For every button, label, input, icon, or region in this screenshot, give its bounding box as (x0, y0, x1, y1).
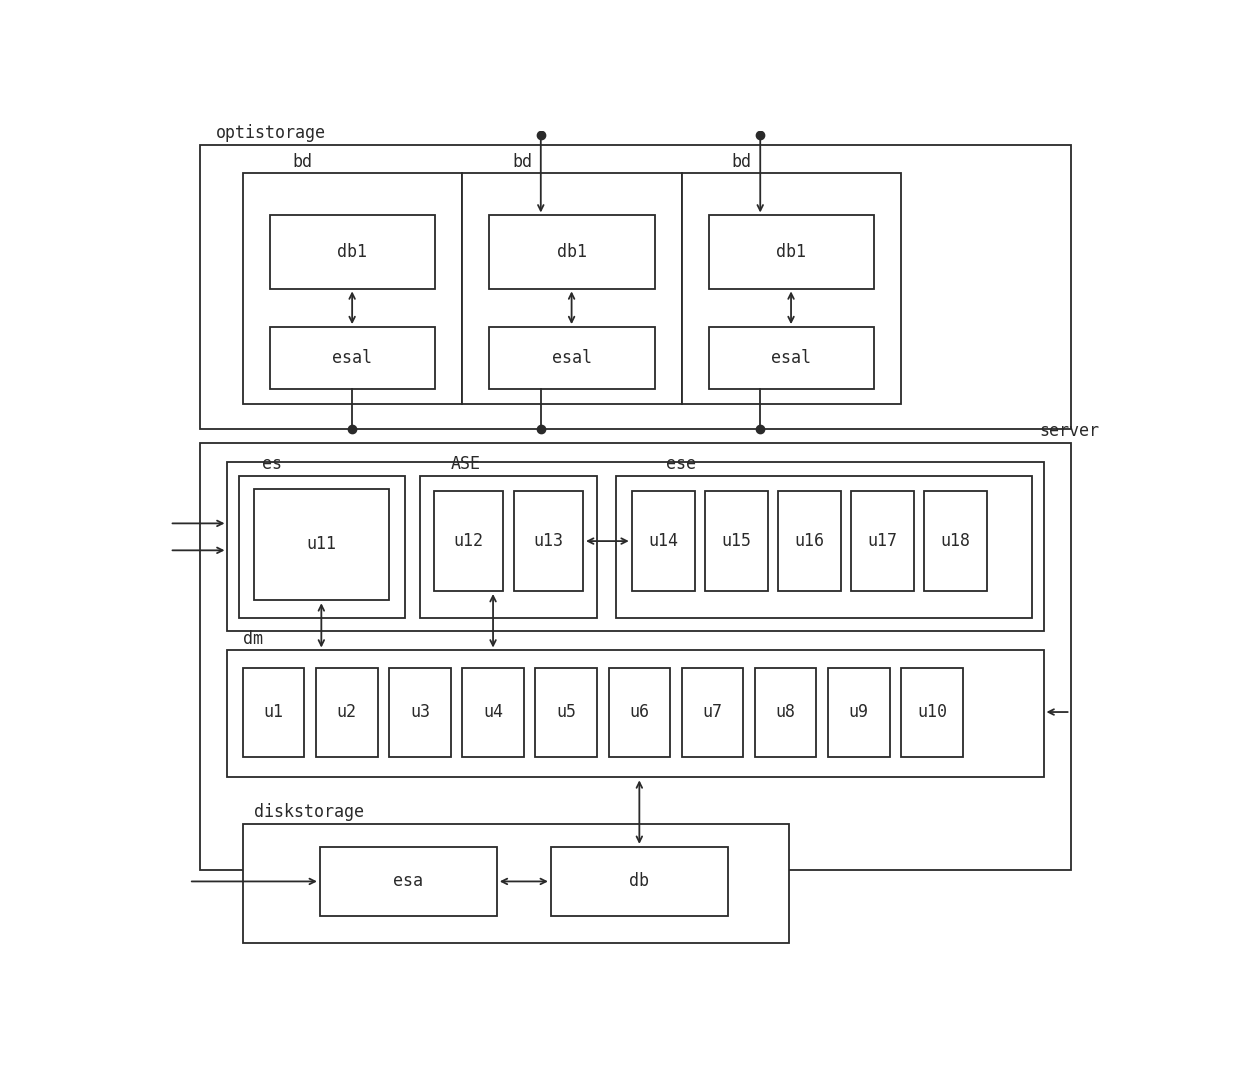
Text: esal: esal (332, 348, 372, 367)
Text: db1: db1 (776, 243, 806, 260)
Text: diskstorage: diskstorage (254, 804, 365, 821)
Bar (320, 847, 497, 916)
Text: bd: bd (293, 152, 312, 171)
Text: u7: u7 (703, 703, 723, 721)
Bar (755, 669, 816, 757)
Bar (704, 491, 768, 591)
Bar (490, 216, 655, 289)
Text: u3: u3 (410, 703, 430, 721)
Text: u8: u8 (776, 703, 796, 721)
Text: u10: u10 (916, 703, 947, 721)
Bar (201, 145, 1070, 429)
Text: esal: esal (552, 348, 591, 367)
Bar (243, 173, 463, 404)
Bar (254, 489, 389, 600)
Text: optistorage: optistorage (216, 124, 326, 143)
Bar (513, 491, 583, 591)
Bar (490, 327, 655, 389)
Bar (463, 669, 523, 757)
Text: u5: u5 (557, 703, 577, 721)
Bar (851, 491, 914, 591)
Text: db1: db1 (557, 243, 587, 260)
Bar (270, 327, 435, 389)
Text: u2: u2 (337, 703, 357, 721)
Bar (708, 327, 874, 389)
Text: db1: db1 (337, 243, 367, 260)
Bar (316, 669, 377, 757)
Text: u13: u13 (533, 533, 563, 550)
Text: bd: bd (512, 152, 532, 171)
Bar (777, 491, 841, 591)
Text: u12: u12 (454, 533, 484, 550)
Text: u11: u11 (306, 535, 336, 553)
Bar (682, 669, 743, 757)
Bar (708, 216, 874, 289)
Bar (631, 491, 694, 591)
Bar (682, 173, 901, 404)
Bar (616, 476, 1032, 619)
Bar (463, 173, 682, 404)
Text: u4: u4 (484, 703, 503, 721)
Bar (536, 669, 596, 757)
Text: u18: u18 (941, 533, 971, 550)
Bar (420, 476, 596, 619)
Bar (901, 669, 962, 757)
Text: u1: u1 (264, 703, 284, 721)
Text: u16: u16 (795, 533, 825, 550)
Text: bd: bd (732, 152, 751, 171)
Bar (434, 491, 503, 591)
Bar (609, 669, 670, 757)
Bar (828, 669, 889, 757)
Text: server: server (1040, 423, 1100, 440)
Text: dm: dm (243, 631, 263, 648)
Text: u6: u6 (630, 703, 650, 721)
Bar (243, 669, 304, 757)
Bar (243, 823, 790, 943)
Text: db: db (630, 872, 650, 891)
Bar (227, 650, 1044, 778)
Text: u17: u17 (868, 533, 898, 550)
Text: esa: esa (393, 872, 423, 891)
Text: u15: u15 (722, 533, 751, 550)
Bar (239, 476, 404, 619)
Bar (551, 847, 728, 916)
Bar (270, 216, 435, 289)
Bar (389, 669, 450, 757)
Text: u14: u14 (649, 533, 678, 550)
Bar (227, 462, 1044, 632)
Bar (201, 442, 1070, 870)
Text: u9: u9 (849, 703, 869, 721)
Text: ese: ese (666, 455, 697, 474)
Text: ASE: ASE (450, 455, 481, 474)
Text: esal: esal (771, 348, 811, 367)
Bar (924, 491, 987, 591)
Text: es: es (262, 455, 281, 474)
